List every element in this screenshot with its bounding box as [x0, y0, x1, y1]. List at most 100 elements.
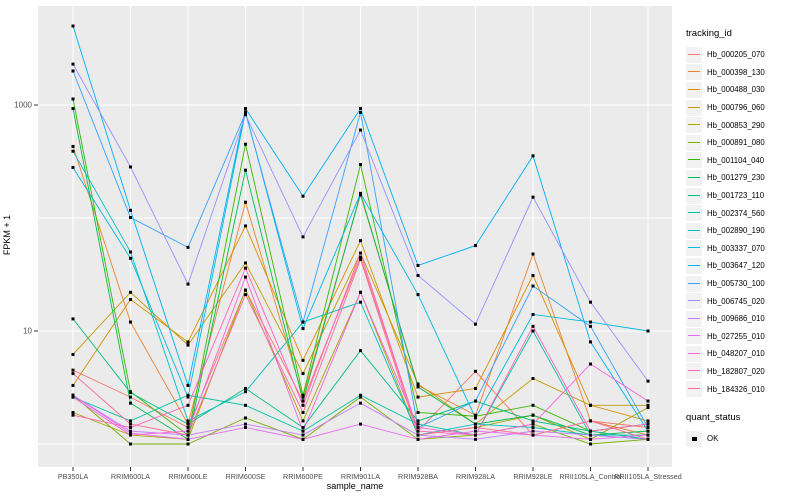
data-point	[531, 429, 535, 433]
data-point	[244, 261, 247, 265]
data-point	[416, 273, 420, 277]
data-point	[359, 395, 362, 399]
data-point	[301, 403, 305, 407]
x-tick-label: RRIM600LE	[168, 472, 207, 481]
data-point	[301, 393, 305, 397]
data-point	[359, 107, 362, 111]
series-color-swatch	[686, 222, 702, 239]
line-swatch-icon	[688, 300, 700, 302]
x-axis-title: sample_name	[326, 481, 384, 491]
data-point	[301, 235, 305, 239]
legend-item-Hb_003647_120: Hb_003647_120	[686, 257, 800, 275]
data-point	[416, 263, 420, 267]
series-color-swatch	[686, 293, 702, 310]
series-color-swatch	[686, 169, 702, 186]
legend-item-Hb_048207_010: Hb_048207_010	[686, 345, 800, 363]
series-color-swatch	[686, 275, 702, 292]
data-point	[646, 422, 650, 426]
x-tick-label: RRII105LA_Stressed	[614, 472, 682, 481]
data-point	[531, 273, 535, 277]
line-swatch-icon	[688, 370, 700, 372]
data-point	[646, 329, 650, 333]
data-point	[646, 429, 650, 433]
data-point	[186, 437, 190, 441]
legend-item-Hb_003337_070: Hb_003337_070	[686, 240, 800, 258]
data-point	[359, 255, 362, 259]
data-point	[474, 386, 477, 390]
data-point	[359, 251, 362, 255]
line-swatch-icon	[688, 247, 700, 249]
legend-item-Hb_006745_020: Hb_006745_020	[686, 292, 800, 310]
data-point	[589, 340, 592, 344]
legend-item-Hb_000205_070: Hb_000205_070	[686, 46, 800, 64]
data-point	[129, 290, 132, 294]
legend-item-Hb_184326_010: Hb_184326_010	[686, 380, 800, 398]
data-point	[531, 376, 535, 380]
legend-item-label: Hb_003337_070	[707, 243, 765, 253]
legend-item-Hb_000796_060: Hb_000796_060	[686, 99, 800, 117]
data-point	[416, 382, 420, 386]
series-color-swatch	[686, 205, 702, 222]
data-point	[71, 368, 75, 372]
data-point	[531, 312, 535, 316]
line-swatch-icon	[688, 71, 700, 73]
legend-item-Hb_001723_110: Hb_001723_110	[686, 187, 800, 205]
data-point	[71, 352, 75, 356]
data-point	[244, 390, 247, 394]
data-point	[531, 284, 535, 288]
data-point	[301, 429, 305, 433]
legend-item-Hb_000488_030: Hb_000488_030	[686, 81, 800, 99]
data-point	[244, 111, 247, 115]
legend-item-Hb_001104_040: Hb_001104_040	[686, 152, 800, 170]
series-color-swatch	[686, 240, 702, 257]
series-color-swatch	[686, 187, 702, 204]
line-swatch-icon	[688, 124, 700, 126]
legend-item-Hb_000853_290: Hb_000853_290	[686, 116, 800, 134]
legend-item-label: Hb_000488_030	[707, 85, 765, 95]
data-point	[244, 293, 247, 297]
x-axis-labels: PB350LA RRIM600LA RRIM600LE RRIM600SE RRIM60…	[58, 472, 682, 481]
legend-item-label: OK	[707, 434, 719, 444]
x-tick-label: RRIM600SE	[226, 472, 266, 481]
data-point	[186, 403, 190, 407]
series-color-swatch	[686, 81, 702, 98]
data-point	[474, 433, 477, 437]
data-point	[186, 429, 190, 433]
data-point	[416, 425, 420, 429]
line-swatch-icon	[688, 282, 700, 284]
data-point	[359, 239, 362, 243]
line-swatch-icon	[688, 388, 700, 390]
data-point	[416, 293, 420, 297]
data-point	[359, 163, 362, 167]
data-point	[359, 128, 362, 132]
data-point	[244, 275, 247, 279]
data-point	[301, 433, 305, 437]
line-swatch-icon	[688, 317, 700, 319]
legend-item-label: Hb_027255_010	[707, 331, 765, 341]
data-point	[129, 419, 132, 423]
data-point	[531, 324, 535, 328]
legend-item-ok: OK	[686, 430, 800, 448]
data-point	[186, 383, 190, 387]
series-color-swatch	[686, 152, 702, 169]
legend-item-label: Hb_000853_290	[707, 120, 765, 130]
series-color-swatch	[686, 345, 702, 362]
data-point	[646, 437, 650, 441]
legend: tracking_id Hb_000205_070 Hb_000398_130 Hb…	[686, 28, 800, 447]
legend-item-Hb_005730_100: Hb_005730_100	[686, 275, 800, 293]
data-point	[416, 395, 420, 399]
data-point	[589, 442, 592, 446]
data-point	[71, 144, 75, 148]
data-point	[71, 317, 75, 321]
line-swatch-icon	[688, 53, 700, 55]
legend-entries: Hb_000205_070 Hb_000398_130 Hb_000488_030 H…	[686, 46, 800, 398]
legend-item-label: Hb_000796_060	[707, 103, 765, 113]
data-point	[416, 422, 420, 426]
data-point	[416, 411, 420, 415]
data-point	[359, 349, 362, 353]
legend-item-label: Hb_002374_560	[707, 208, 765, 218]
data-point	[244, 403, 247, 407]
data-point	[301, 399, 305, 403]
data-point	[646, 406, 650, 410]
